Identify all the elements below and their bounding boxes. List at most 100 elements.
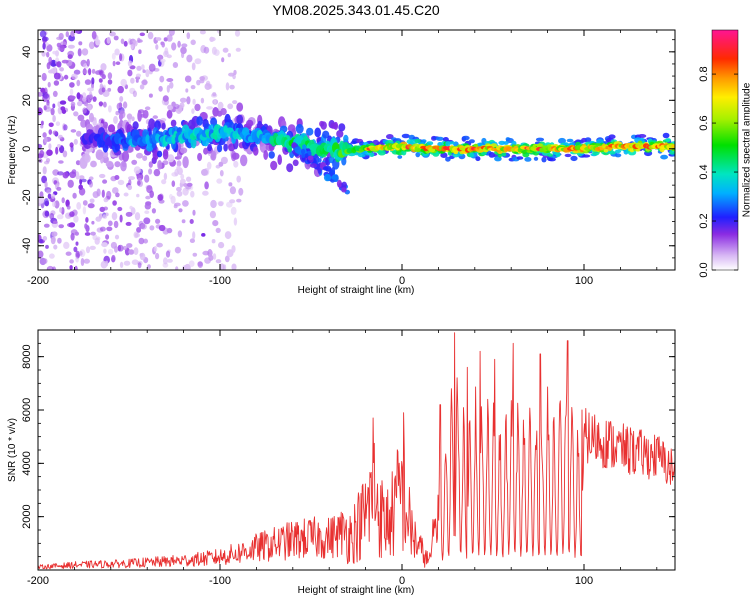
spectrogram-noise-cell — [204, 257, 212, 264]
spectrogram-band-cell — [533, 156, 539, 161]
spectrogram-noise-cell — [45, 158, 51, 163]
colorbar-tick-label: 0.4 — [698, 164, 710, 179]
spectrogram-noise-cell — [228, 182, 233, 187]
spectrogram-band-cell — [240, 154, 248, 167]
spectrogram-band-cell — [475, 156, 481, 162]
spectrogram-band-cell — [114, 161, 121, 168]
spectrogram-noise-cell — [123, 40, 128, 47]
spectrogram-noise-cell — [229, 186, 236, 195]
spectrogram-noise-cell — [216, 178, 223, 184]
spectrogram-noise-cell — [75, 241, 79, 246]
spectrogram-noise-cell — [107, 220, 113, 227]
spectrogram-noise-cell — [43, 223, 50, 228]
spectrogram-noise-cell — [70, 101, 76, 107]
spectrogram-noise-cell — [57, 237, 62, 244]
spectrogram-band-cell — [566, 138, 574, 143]
spectrogram-noise-cell — [224, 231, 232, 240]
spectrogram-noise-cell — [180, 178, 186, 184]
spectrogram-band-cell — [252, 146, 259, 156]
spectrogram-branch-cell — [300, 148, 306, 155]
spectrogram-noise-cell — [87, 104, 92, 112]
spectrogram-noise-cell — [87, 203, 95, 209]
spectrogram-noise-cell — [50, 68, 56, 74]
spectrogram-noise-cell — [171, 101, 176, 107]
spectrogram-noise-cell — [118, 102, 123, 108]
spectrogram-band-cell — [358, 153, 366, 158]
spectrogram-band-cell — [217, 144, 223, 153]
spectrogram-noise-cell — [52, 130, 58, 136]
spectrogram-noise-cell — [115, 192, 120, 198]
spectrogram-noise-cell — [151, 208, 156, 214]
spectrogram-band-layer — [79, 102, 675, 195]
spectrogram-noise-cell — [58, 224, 64, 229]
spectrogram-noise-cell — [106, 226, 113, 232]
spectrogram-noise-cell — [95, 216, 102, 222]
spectrogram-band-cell — [120, 160, 127, 172]
spectrogram-noise-cell — [92, 96, 97, 102]
spectrogram-noise-cell — [148, 93, 153, 98]
spectrogram-band-cell — [132, 121, 139, 130]
spectrogram-noise-cell — [233, 160, 239, 168]
spectrogram-noise-cell — [69, 142, 74, 148]
spectrogram-noise-cell — [70, 129, 77, 133]
spectrogram-noise-cell — [136, 227, 142, 233]
spectrogram-noise-cell — [76, 202, 82, 210]
spectrogram-noise-cell — [57, 171, 64, 176]
spectrogram-noise-cell — [100, 260, 108, 269]
spectrogram-noise-cell — [52, 201, 56, 208]
spectrogram-noise-cell — [189, 219, 194, 224]
spectrogram-noise-cell — [46, 51, 50, 58]
spectrogram-noise-cell — [167, 104, 174, 111]
spectrogram-noise-cell — [165, 250, 171, 258]
spectrogram-noise-cell — [139, 84, 145, 90]
spectrogram-noise-cell — [155, 37, 162, 41]
spectrogram-noise-cell — [236, 175, 241, 183]
spectrogram-noise-cell — [53, 220, 58, 224]
spectrogram-band-cell — [223, 143, 228, 152]
spectrogram-noise-cell — [144, 174, 150, 183]
spectrogram-noise-cell — [161, 41, 165, 48]
spectrogram-noise-cell — [79, 249, 86, 258]
spectrogram-noise-cell — [232, 100, 238, 105]
spectrogram-noise-cell — [111, 52, 116, 60]
snr-y-ticks: 2000 4000 6000 8000 — [21, 329, 675, 571]
spectrogram-noise-cell — [112, 60, 116, 67]
spectrogram-noise-cell — [177, 230, 183, 238]
spectrogram-noise-cell — [77, 101, 83, 107]
spectrogram-band-cell — [197, 152, 203, 162]
spectrogram-noise-cell — [106, 36, 111, 44]
spectrogram-noise-cell — [62, 171, 69, 179]
spectrogram-band-cell — [207, 143, 213, 152]
spectrogram-noise-cell — [137, 262, 142, 269]
spectrogram-band-cell — [236, 114, 244, 125]
spectrogram-noise-cell — [231, 263, 237, 270]
spectrogram-noise-cell — [131, 259, 139, 266]
colorbar-tick-label: 0.6 — [698, 115, 710, 130]
spectrogram-noise-cell — [157, 194, 163, 201]
spectrogram-noise-cell — [153, 245, 158, 252]
spectrogram-y-ticks: -40 -20 0 20 40 — [21, 39, 675, 271]
spectrogram-band-cell — [90, 160, 97, 168]
spectrogram-noise-cell — [119, 110, 126, 119]
spectrogram-noise-cell — [176, 190, 183, 197]
spectrogram-band-cell — [415, 151, 421, 158]
spectrogram-noise-cell — [39, 239, 43, 244]
spectrogram-noise-cell — [50, 193, 56, 200]
spectrogram-noise-cell — [113, 35, 119, 41]
spectrogram-noise-cell — [56, 214, 64, 220]
spectrogram-noise-cell — [229, 84, 235, 90]
spectrogram-noise-cell — [123, 260, 131, 266]
spectrogram-noise-cell — [230, 206, 237, 215]
spectrogram-noise-cell — [159, 75, 165, 83]
spectrogram-noise-cell — [199, 76, 205, 81]
spectrogram-noise-cell — [152, 115, 158, 119]
spectrogram-noise-cell — [92, 191, 99, 199]
spectrogram-noise-cell — [91, 68, 96, 74]
spectrogram-band-cell — [369, 152, 375, 157]
spectrogram-noise-cell — [73, 69, 81, 75]
spectrogram-noise-cell — [85, 217, 89, 223]
y-tick-label: 8000 — [21, 344, 33, 368]
spectrogram-noise-cell — [185, 88, 189, 93]
spectrogram-noise-cell — [39, 30, 47, 38]
spectrogram-noise-cell — [73, 30, 80, 34]
